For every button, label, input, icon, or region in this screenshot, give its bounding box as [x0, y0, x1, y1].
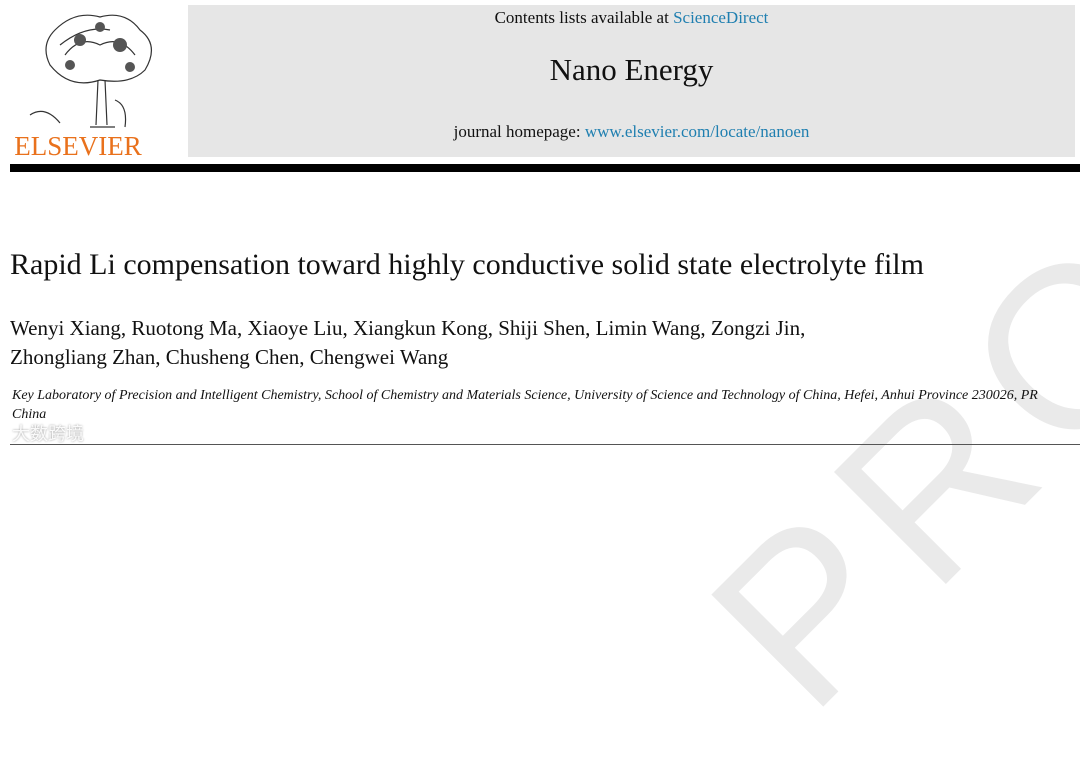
authors-line: Zhongliang Zhan, Chusheng Chen, Chengwei… [10, 345, 449, 369]
journal-name: Nano Energy [549, 52, 714, 87]
contents-line: Contents lists available at ScienceDirec… [188, 8, 1075, 28]
page: PROOF ELSEVIER Contents lists available … [10, 0, 1080, 755]
source-badge: 大数跨境 [12, 424, 84, 445]
affiliation: Key Laboratory of Precision and Intellig… [12, 388, 1038, 422]
authors-line: Wenyi Xiang, Ruotong Ma, Xiaoye Liu, Xia… [10, 316, 806, 340]
homepage-link[interactable]: www.elsevier.com/locate/nanoen [584, 122, 810, 141]
contents-prefix: Contents lists available at [494, 8, 669, 27]
bottom-rule [10, 444, 1080, 445]
article-title: Rapid Li compensation toward highly cond… [10, 248, 924, 281]
header-rule [10, 164, 1080, 172]
journal-header: Contents lists available at ScienceDirec… [188, 5, 1075, 157]
homepage-prefix: journal homepage: [453, 122, 581, 141]
publisher-name: ELSEVIER [14, 131, 142, 160]
sciencedirect-link[interactable]: ScienceDirect [673, 8, 769, 27]
publisher-logo: ELSEVIER [14, 14, 152, 160]
homepage-line: journal homepage: www.elsevier.com/locat… [188, 122, 1075, 142]
